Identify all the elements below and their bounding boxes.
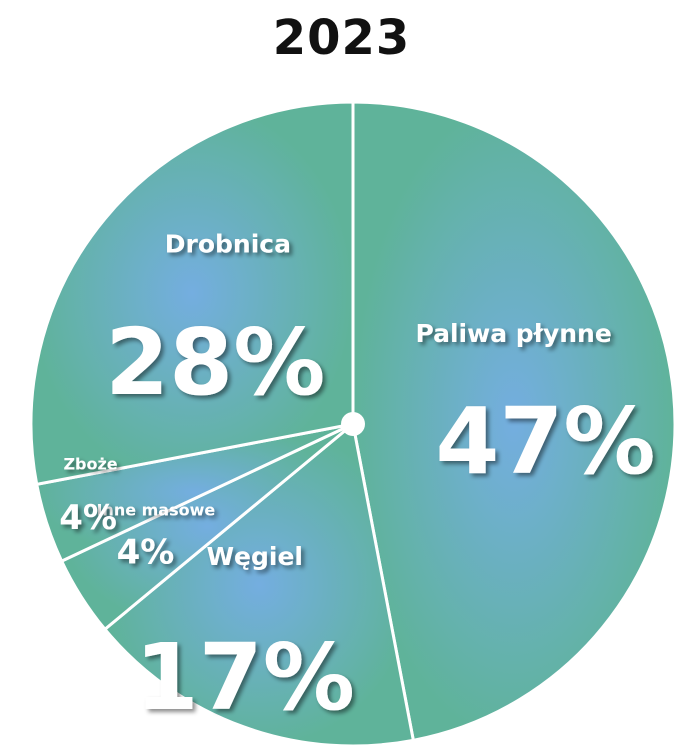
slice-name-label: Paliwa płynne bbox=[415, 319, 611, 348]
slice-value-label: 4% bbox=[117, 533, 175, 573]
pie-slice-paliwa-płynne bbox=[351, 100, 677, 743]
slice-name-label: Węgiel bbox=[206, 542, 303, 571]
slice-name-label: Zboże bbox=[63, 454, 117, 473]
pie-slice-drobnica bbox=[29, 100, 355, 487]
slice-value-label: 28% bbox=[105, 309, 325, 416]
slice-value-label: 4% bbox=[59, 498, 117, 538]
slice-name-label: Drobnica bbox=[165, 230, 291, 259]
chart-title: 2023 bbox=[272, 10, 411, 66]
slice-name-label: Inne masowe bbox=[96, 500, 215, 519]
pie-slice-węgiel bbox=[102, 421, 416, 748]
pie-center-hub bbox=[341, 412, 365, 436]
slice-value-label: 17% bbox=[135, 624, 355, 731]
slice-value-label: 47% bbox=[435, 388, 655, 495]
